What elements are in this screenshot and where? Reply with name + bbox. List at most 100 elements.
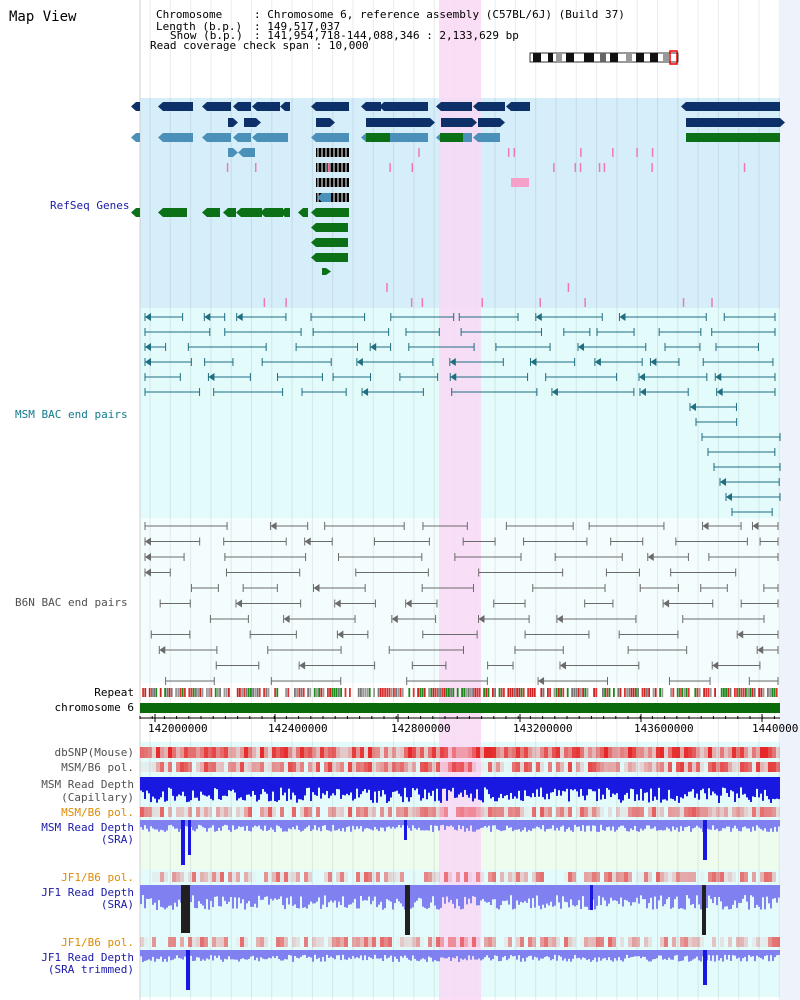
heat-cell: [376, 747, 380, 758]
depth-bar: [256, 820, 258, 827]
bac-arrow: [478, 615, 485, 623]
depth-bar: [382, 885, 384, 910]
heat-cell: [172, 762, 176, 772]
heat-cell: [744, 762, 748, 772]
depth-bar: [168, 885, 170, 906]
b6n-bac-label[interactable]: B6N BAC end pairs: [15, 596, 128, 609]
repeat-mark: [313, 688, 316, 697]
depth-bar: [528, 777, 530, 797]
depth-bar: [290, 950, 292, 956]
depth-bar: [644, 820, 646, 829]
repeat-mark: [549, 688, 551, 697]
msm-bac-label[interactable]: MSM BAC end pairs: [15, 408, 128, 421]
depth-bar: [574, 777, 576, 790]
heat-cell: [508, 747, 512, 758]
depth-bar: [696, 777, 698, 794]
repeat-mark: [307, 688, 309, 697]
depth-bar: [250, 885, 252, 907]
heat-cell: [500, 762, 504, 772]
repeat-mark: [720, 688, 723, 697]
depth-bar: [376, 950, 378, 959]
heat-cell: [492, 747, 496, 758]
depth-bar: [724, 820, 726, 829]
depth-bar: [234, 820, 236, 830]
heat-cell: [624, 872, 628, 882]
depth-bar: [718, 777, 720, 803]
refseq-tick: [574, 163, 577, 172]
repeat-mark: [734, 688, 736, 697]
depth-bar: [272, 820, 274, 830]
depth-bar: [418, 820, 420, 828]
heat-cell: [260, 747, 264, 758]
depth-bar: [538, 777, 540, 797]
depth-bar: [716, 950, 718, 956]
heat-cell: [212, 762, 216, 772]
bac-arrow: [619, 313, 626, 321]
depth-bar: [226, 950, 228, 960]
depth-bar: [366, 777, 368, 793]
depth-bar: [242, 885, 244, 900]
depth-bar: [558, 777, 560, 791]
refseq-genes-label[interactable]: RefSeq Genes: [50, 199, 130, 212]
depth-bar: [604, 820, 606, 831]
depth-bar: [420, 950, 422, 960]
depth-bar: [388, 950, 390, 958]
repeat-mark: [421, 688, 424, 697]
gene-arrow: [436, 133, 441, 142]
bac-arrow: [559, 661, 566, 670]
depth-bar: [684, 777, 686, 795]
heat-cell: [476, 762, 480, 772]
repeat-mark: [703, 688, 705, 697]
depth-bar: [708, 885, 710, 896]
gene-arrow: [330, 118, 335, 127]
depth-bar: [776, 950, 778, 956]
depth-bar: [424, 885, 426, 908]
depth-bar: [288, 777, 290, 789]
depth-bar: [448, 885, 450, 903]
repeat-mark: [340, 688, 342, 697]
depth-bar: [400, 777, 402, 797]
gene-arrow: [361, 133, 366, 142]
heat-cell: [516, 807, 520, 817]
heat-cell: [428, 807, 432, 817]
heat-cell: [440, 747, 444, 758]
depth-bar: [224, 950, 226, 959]
heat-cell: [696, 872, 700, 882]
heat-cell: [304, 872, 308, 882]
depth-bar: [382, 950, 384, 962]
heat-cell: [444, 762, 448, 772]
heat-cell: [708, 807, 712, 817]
heat-cell: [588, 747, 592, 758]
heat-cell: [436, 762, 440, 772]
heat-cell: [252, 937, 256, 947]
heat-cell: [180, 747, 184, 758]
heat-cell: [440, 807, 444, 817]
depth-bar: [678, 777, 680, 803]
depth-bar: [200, 950, 202, 961]
repeat-mark: [773, 688, 776, 697]
gene-arrow: [252, 102, 257, 111]
depth-bar: [156, 950, 158, 959]
depth-bar: [542, 777, 544, 798]
depth-bar: [450, 820, 452, 826]
repeat-mark: [463, 688, 466, 697]
depth-bar: [722, 777, 724, 788]
gene-exon: [366, 133, 390, 142]
depth-bar: [580, 777, 582, 790]
heat-cell: [736, 807, 740, 817]
heat-cell: [616, 937, 620, 947]
repeat-mark: [661, 688, 664, 697]
depth-bar: [316, 885, 318, 902]
depth-bar: [540, 777, 542, 788]
heat-cell: [264, 747, 268, 758]
heat-cell: [184, 937, 188, 947]
repeat-mark: [608, 688, 611, 697]
heat-cell: [212, 937, 216, 947]
depth-bar: [464, 820, 466, 832]
gene-exon: [478, 102, 505, 111]
repeat-mark: [443, 688, 446, 697]
depth-bar: [578, 950, 580, 958]
depth-bar: [772, 777, 774, 799]
depth-bar: [586, 820, 588, 826]
depth-bar: [600, 885, 602, 906]
